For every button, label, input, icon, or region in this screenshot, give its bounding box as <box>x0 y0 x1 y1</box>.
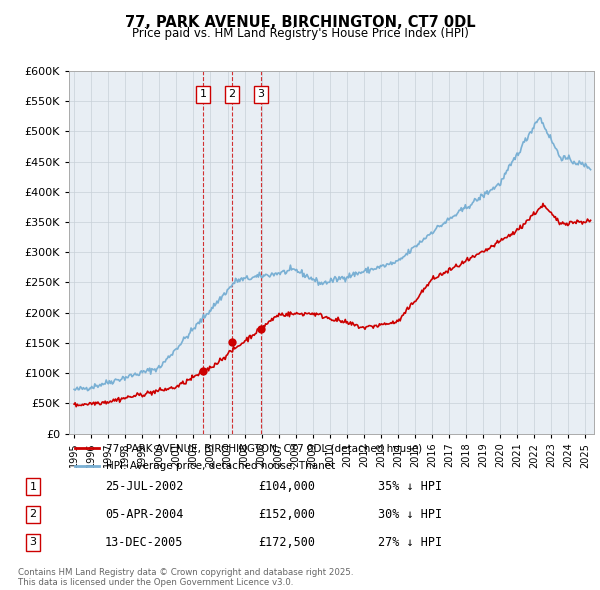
Text: £152,000: £152,000 <box>258 508 315 521</box>
Text: 05-APR-2004: 05-APR-2004 <box>105 508 184 521</box>
Text: 13-DEC-2005: 13-DEC-2005 <box>105 536 184 549</box>
Text: 1: 1 <box>29 482 37 491</box>
Text: 3: 3 <box>257 90 265 99</box>
Text: 77, PARK AVENUE, BIRCHINGTON, CT7 0DL (detached house): 77, PARK AVENUE, BIRCHINGTON, CT7 0DL (d… <box>106 443 422 453</box>
Text: Contains HM Land Registry data © Crown copyright and database right 2025.
This d: Contains HM Land Registry data © Crown c… <box>18 568 353 587</box>
Text: HPI: Average price, detached house, Thanet: HPI: Average price, detached house, Than… <box>106 461 335 471</box>
Text: £172,500: £172,500 <box>258 536 315 549</box>
Text: 2: 2 <box>29 510 37 519</box>
Text: £104,000: £104,000 <box>258 480 315 493</box>
Text: 25-JUL-2002: 25-JUL-2002 <box>105 480 184 493</box>
Text: 27% ↓ HPI: 27% ↓ HPI <box>378 536 442 549</box>
Text: 77, PARK AVENUE, BIRCHINGTON, CT7 0DL: 77, PARK AVENUE, BIRCHINGTON, CT7 0DL <box>125 15 475 30</box>
Text: 3: 3 <box>29 537 37 547</box>
Text: 30% ↓ HPI: 30% ↓ HPI <box>378 508 442 521</box>
Text: 2: 2 <box>229 90 236 99</box>
Text: 1: 1 <box>199 90 206 99</box>
Text: Price paid vs. HM Land Registry's House Price Index (HPI): Price paid vs. HM Land Registry's House … <box>131 27 469 40</box>
Text: 35% ↓ HPI: 35% ↓ HPI <box>378 480 442 493</box>
